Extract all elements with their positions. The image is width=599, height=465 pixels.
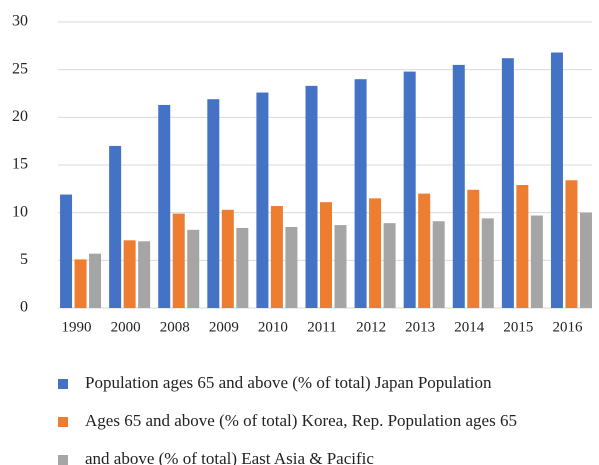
bar [187, 229, 200, 308]
x-tick-label: 2008 [160, 319, 190, 335]
bar [138, 241, 151, 308]
bar [501, 58, 514, 308]
bar [256, 92, 269, 309]
bar [550, 52, 563, 308]
bar [369, 198, 382, 308]
legend-label: Population ages 65 and above (% of total… [85, 373, 492, 392]
bar [467, 189, 480, 308]
bar [516, 185, 529, 308]
bar [418, 193, 431, 308]
bar [452, 64, 465, 309]
bar [74, 259, 87, 308]
bar [403, 71, 416, 308]
legend-swatch [58, 417, 68, 427]
legend-label: Ages 65 and above (% of total) Korea, Re… [85, 411, 517, 430]
bar [172, 213, 185, 308]
bar [320, 202, 332, 308]
bar [207, 99, 220, 308]
x-tick-label: 2009 [209, 319, 239, 335]
x-tick-label: 2015 [503, 319, 533, 335]
bar [236, 227, 249, 308]
y-tick-label: 15 [12, 156, 28, 173]
bar [270, 205, 283, 308]
bar [123, 240, 136, 308]
y-tick-label: 5 [20, 251, 28, 268]
x-tick-label: 1990 [62, 319, 92, 335]
y-tick-label: 20 [12, 108, 28, 125]
legend-swatch [58, 455, 68, 465]
bar [481, 218, 494, 308]
y-tick-label: 10 [12, 203, 28, 220]
x-tick-label: 2013 [405, 319, 435, 335]
bar [334, 225, 347, 308]
bar [432, 221, 445, 308]
x-tick-label: 2011 [307, 319, 336, 335]
x-tick-label: 2014 [454, 319, 485, 335]
x-tick-label: 2012 [356, 319, 386, 335]
bar [285, 226, 298, 308]
x-tick-label: 2010 [258, 319, 288, 335]
legend-label: and above (% of total) East Asia & Pacif… [85, 449, 374, 465]
bar [89, 253, 102, 308]
bar [305, 85, 318, 308]
bar [530, 215, 543, 308]
bar [579, 212, 592, 308]
bar [60, 194, 73, 308]
x-tick-label: 2016 [552, 319, 583, 335]
bar [565, 180, 578, 308]
y-tick-label: 0 [20, 299, 28, 316]
bar [109, 145, 122, 308]
bar [383, 223, 396, 308]
x-tick-label: 2000 [111, 319, 141, 335]
bar [221, 209, 234, 308]
legend-swatch [58, 379, 68, 389]
bar [158, 104, 171, 308]
bar [354, 79, 367, 308]
y-tick-label: 30 [12, 13, 28, 30]
y-tick-label: 25 [12, 60, 28, 77]
